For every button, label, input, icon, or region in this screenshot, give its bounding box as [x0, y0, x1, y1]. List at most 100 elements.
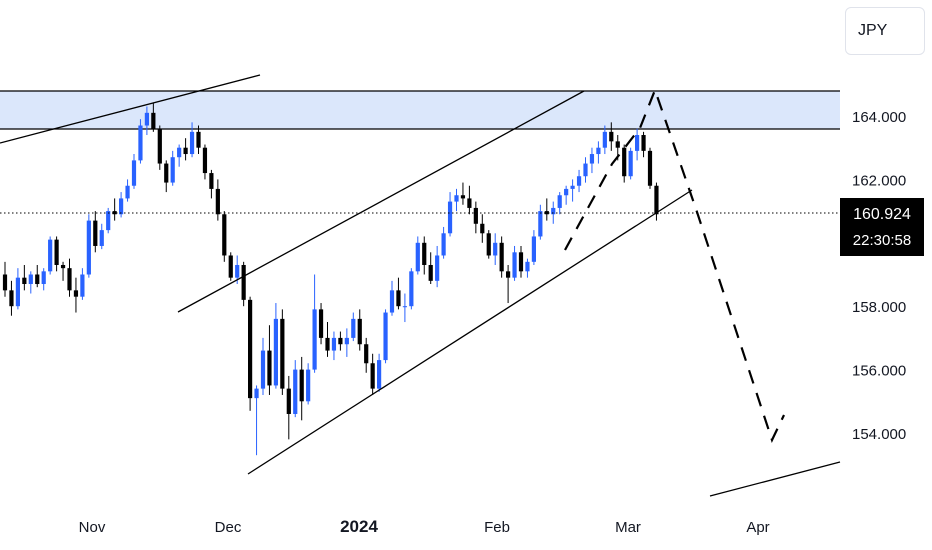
- candle-body: [473, 207, 478, 224]
- candle-body: [119, 198, 124, 215]
- candle-body: [15, 277, 20, 307]
- candle-body: [544, 211, 549, 215]
- candle-body: [189, 131, 195, 155]
- candle-body: [235, 264, 240, 278]
- candle-body: [506, 271, 511, 278]
- candle-body: [112, 211, 117, 215]
- candle-body: [318, 309, 324, 338]
- candle-body: [628, 150, 633, 177]
- candle-body: [209, 173, 214, 189]
- y-tick-label: 154.000: [852, 426, 906, 443]
- candle-body: [170, 157, 175, 183]
- candle-body: [402, 306, 407, 308]
- candle-body: [125, 185, 130, 199]
- candle-body: [480, 223, 485, 234]
- candle-body: [557, 195, 562, 208]
- candle-body: [164, 163, 169, 183]
- candle-body: [409, 271, 414, 307]
- candle-body: [202, 147, 208, 174]
- candle-body: [551, 207, 556, 215]
- candle-body: [9, 290, 14, 307]
- current-price-value: 160.924: [853, 206, 911, 223]
- candle-body: [222, 214, 227, 256]
- candle-body: [396, 290, 401, 307]
- candle-body: [370, 363, 375, 389]
- candle-body: [228, 255, 233, 278]
- candle-body: [273, 318, 278, 386]
- trendline-bottom-right[interactable]: [709, 461, 841, 497]
- x-tick-label: Dec: [215, 519, 242, 536]
- candle-body: [306, 369, 311, 402]
- candle-body: [93, 220, 98, 246]
- candle-body: [312, 309, 317, 370]
- candle-body: [183, 147, 188, 155]
- candle-body: [331, 337, 337, 351]
- candle-body: [576, 176, 582, 186]
- candle-body: [138, 125, 143, 161]
- candle-body: [73, 290, 79, 297]
- candle-body: [325, 337, 330, 351]
- candle-body: [215, 188, 220, 215]
- channel-lower-line[interactable]: [247, 189, 693, 475]
- candle-body: [293, 369, 298, 414]
- candle-body: [512, 252, 517, 278]
- candle-body: [299, 369, 304, 402]
- candle-body: [531, 236, 536, 262]
- countdown-timer: 22:30:58: [853, 232, 911, 249]
- candle-body: [248, 299, 253, 399]
- candle-body: [641, 135, 646, 151]
- candle-body: [67, 268, 72, 291]
- candle-body: [460, 195, 466, 199]
- trendline-top-left[interactable]: [0, 74, 261, 144]
- x-tick-label: Feb: [484, 519, 510, 536]
- x-tick-label: Apr: [746, 519, 769, 536]
- candle-body: [196, 131, 201, 148]
- candle-body: [609, 131, 614, 142]
- candles-group: [2, 103, 659, 456]
- candle-body: [144, 112, 149, 126]
- y-axis: 164.000 162.000 158.000 156.000 154.000: [852, 109, 906, 443]
- candle-body: [596, 147, 601, 155]
- y-tick-label: 156.000: [852, 363, 906, 380]
- candle-body: [344, 337, 349, 345]
- y-tick-label: 164.000: [852, 109, 906, 126]
- candle-body: [157, 128, 162, 164]
- currency-button[interactable]: JPY: [845, 7, 925, 55]
- candle-body: [518, 252, 524, 272]
- candle-body: [280, 318, 285, 389]
- currency-label: JPY: [858, 22, 888, 39]
- candle-body: [602, 131, 607, 148]
- candle-body: [570, 185, 575, 189]
- candle-body: [564, 188, 569, 196]
- x-tick-label: Mar: [615, 519, 641, 536]
- candle-body: [538, 211, 543, 237]
- candle-body: [177, 147, 182, 158]
- candle-body: [383, 312, 388, 361]
- channel-upper-line[interactable]: [177, 90, 585, 313]
- y-tick-label: 158.000: [852, 299, 906, 316]
- x-axis: Nov Dec 2024 Feb Mar Apr: [79, 517, 770, 536]
- candle-body: [415, 242, 420, 272]
- candle-body: [28, 274, 33, 285]
- candle-body: [428, 264, 433, 281]
- candle-body: [422, 242, 427, 265]
- candle-body: [131, 160, 137, 186]
- projection-dashed-pattern[interactable]: [564, 86, 785, 443]
- candle-body: [583, 163, 588, 177]
- candle-body: [254, 388, 259, 399]
- candle-body: [364, 344, 369, 364]
- candle-body: [2, 274, 8, 291]
- x-tick-label: Nov: [79, 519, 106, 536]
- candle-body: [86, 220, 91, 275]
- candle-body: [486, 233, 491, 256]
- candle-body: [493, 242, 498, 256]
- current-price-label: 160.924 22:30:58: [840, 198, 924, 256]
- candle-body: [241, 264, 246, 300]
- candle-body: [441, 233, 446, 256]
- candle-body: [377, 360, 382, 389]
- candle-body: [447, 201, 453, 234]
- candle-body: [35, 274, 40, 285]
- candle-body: [622, 147, 627, 177]
- candle-body: [80, 274, 85, 297]
